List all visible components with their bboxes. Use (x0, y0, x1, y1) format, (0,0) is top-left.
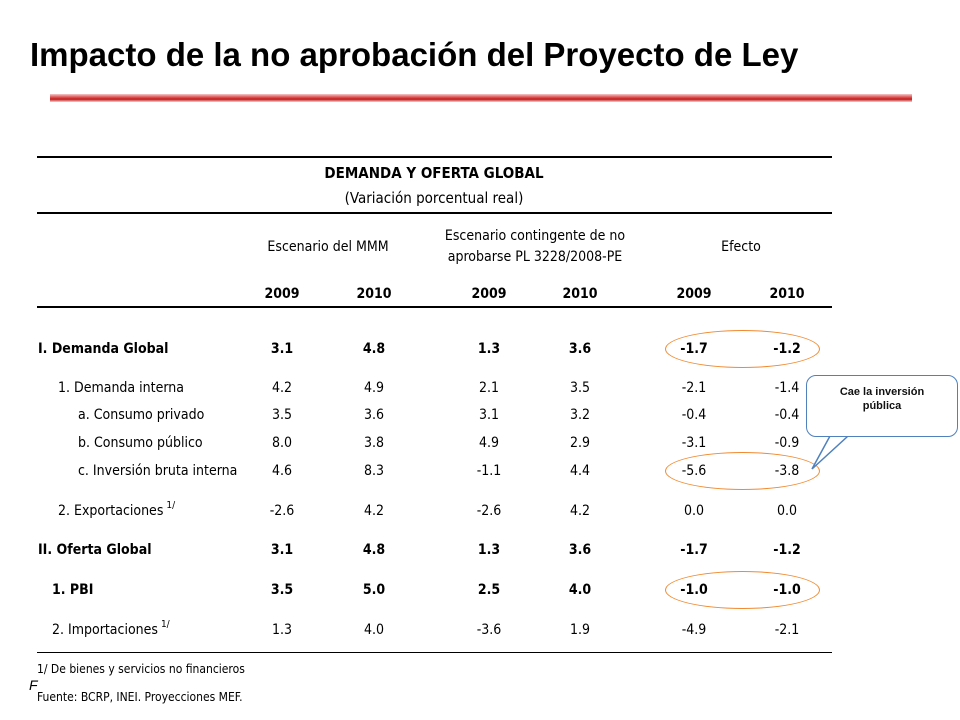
callout-box: Cae la inversión pública (806, 375, 958, 437)
table-cell: -2.6 (269, 503, 295, 519)
title-underline (50, 94, 912, 102)
table-cell: -4.9 (681, 622, 707, 638)
table-cell: 2.1 (478, 380, 500, 396)
year-header: 2009 (676, 286, 712, 302)
footnote: 1/ De bienes y servicios no financieros (37, 662, 245, 676)
table-cell: 4.2 (271, 380, 293, 396)
row-label: I. Demanda Global (38, 341, 169, 357)
table-cell: 3.5 (270, 582, 294, 598)
table-cell: 5.0 (362, 582, 386, 598)
table-cell: 3.1 (270, 542, 294, 558)
table-cell: 4.8 (362, 542, 386, 558)
table-header-rule (37, 212, 832, 214)
table-cell: 3.2 (569, 407, 591, 423)
table-cell: 1.3 (271, 622, 293, 638)
callout-text-line2: pública (862, 400, 902, 412)
table-top-rule (37, 156, 832, 158)
source-note: Fuente: BCRP, INEI. Proyecciones MEF. (37, 690, 243, 704)
table-title: DEMANDA Y OFERTA GLOBAL (324, 164, 544, 182)
group-header-contingent-line1: Escenario contingente de no (444, 228, 626, 244)
table-cell: 2.5 (477, 582, 501, 598)
table-cell: -1.4 (774, 380, 800, 396)
table-cell: 4.0 (568, 582, 592, 598)
highlight-oval-inversion (665, 452, 820, 490)
row-label-text: 2. Importaciones (52, 622, 158, 638)
table-cell: -2.6 (476, 503, 502, 519)
table-cell: 4.9 (478, 435, 500, 451)
group-header-contingent-line2: aprobarse PL 3228/2008-PE (447, 249, 623, 265)
group-header-effect: Efecto (721, 239, 761, 255)
table-cell: 8.0 (271, 435, 293, 451)
row-label: a. Consumo privado (78, 407, 205, 423)
table-years-rule (37, 306, 832, 308)
year-header: 2010 (356, 286, 392, 302)
table-cell: 4.2 (569, 503, 591, 519)
footnote-marker: 1/ (160, 619, 170, 630)
table-cell: 4.9 (363, 380, 385, 396)
year-header: 2009 (264, 286, 300, 302)
table-cell: 3.6 (568, 542, 592, 558)
table-cell: 4.8 (362, 341, 386, 357)
row-label: 2. Exportaciones 1/ (58, 500, 176, 521)
table-cell: 3.6 (568, 341, 592, 357)
table-cell: 3.8 (363, 435, 385, 451)
table-cell: 4.0 (363, 622, 385, 638)
table-cell: -1.7 (680, 542, 708, 558)
table-cell: -3.1 (681, 435, 707, 451)
year-header: 2010 (769, 286, 805, 302)
year-header: 2010 (562, 286, 598, 302)
table-cell: 8.3 (363, 463, 385, 479)
highlight-oval-demanda-global (665, 330, 820, 368)
callout-text-line1: Cae la inversión (839, 386, 925, 398)
page-title: Impacto de la no aprobación del Proyecto… (30, 36, 799, 73)
row-label: 1. PBI (52, 582, 94, 598)
table-cell: 3.5 (569, 380, 591, 396)
stray-letter: F (29, 677, 38, 693)
footnote-marker: 1/ (166, 500, 176, 511)
table-cell: 1.9 (569, 622, 591, 638)
table-cell: 0.0 (683, 503, 705, 519)
table-cell: -0.4 (681, 407, 707, 423)
row-label: 2. Importaciones 1/ (52, 619, 170, 640)
table-cell: -1.2 (773, 542, 801, 558)
table-cell: 4.6 (271, 463, 293, 479)
row-label: b. Consumo público (78, 435, 203, 451)
table-cell: 3.6 (363, 407, 385, 423)
table-cell: 3.1 (270, 341, 294, 357)
table-cell: -2.1 (681, 380, 707, 396)
table-cell: -3.6 (476, 622, 502, 638)
table-bottom-rule (37, 652, 832, 653)
table-cell: 3.5 (271, 407, 293, 423)
table-subtitle: (Variación porcentual real) (344, 189, 524, 207)
table-cell: 3.1 (478, 407, 500, 423)
highlight-oval-pbi (665, 571, 820, 609)
table-cell: -1.1 (476, 463, 502, 479)
row-label: c. Inversión bruta interna (78, 463, 238, 479)
table-cell: 1.3 (477, 341, 501, 357)
callout-tail-mask (831, 434, 847, 436)
table-cell: 2.9 (569, 435, 591, 451)
table-cell: -2.1 (774, 622, 800, 638)
row-label: 1. Demanda interna (58, 380, 184, 396)
year-header: 2009 (471, 286, 507, 302)
group-header-mmm: Escenario del MMM (267, 239, 389, 255)
table-cell: -0.9 (774, 435, 800, 451)
table-cell: -0.4 (774, 407, 800, 423)
table-cell: 0.0 (776, 503, 798, 519)
table-cell: 4.4 (569, 463, 591, 479)
table-cell: 4.2 (363, 503, 385, 519)
table-cell: 1.3 (477, 542, 501, 558)
row-label: II. Oferta Global (38, 542, 152, 558)
row-label-text: 2. Exportaciones (58, 503, 164, 519)
